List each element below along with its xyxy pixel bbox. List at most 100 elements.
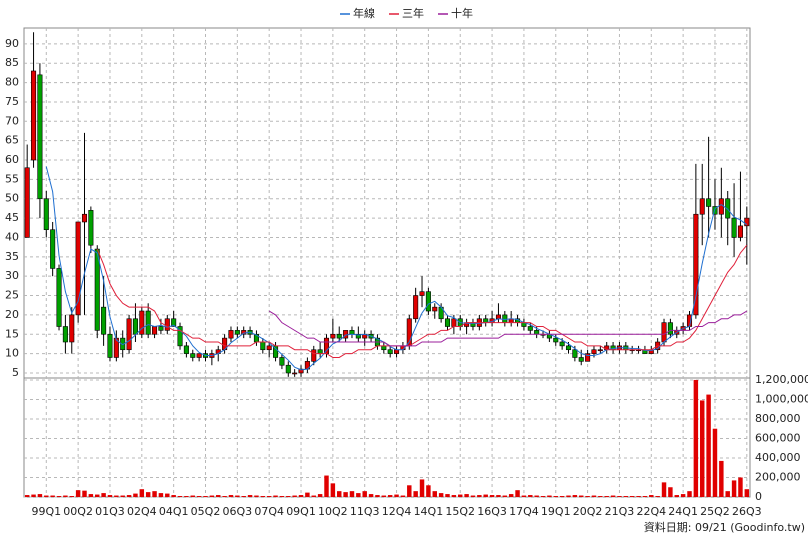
candle-body [565, 345, 572, 351]
volume-bar [451, 495, 457, 497]
x-tick-label: 09Q1 [286, 505, 316, 518]
volume-bar [738, 477, 743, 497]
volume-bar [69, 496, 74, 497]
y-tick-label: 85 [5, 56, 19, 69]
volume-bar [419, 479, 425, 497]
volume-bar [394, 494, 399, 497]
y2-tick-label: 1,200,000 [755, 373, 808, 386]
y-tick-label: 60 [5, 153, 19, 166]
volume-bar [623, 496, 629, 497]
candle-body [298, 368, 304, 374]
candle-body [667, 322, 673, 335]
volume-bar [687, 491, 692, 497]
candle-body [381, 345, 387, 351]
volume-bar [196, 496, 202, 497]
volume-bar [719, 460, 724, 497]
candle-body [50, 229, 56, 269]
ma-line [96, 244, 748, 358]
y2-tick-label: 200,000 [755, 470, 801, 483]
volume-bar [700, 400, 705, 497]
x-tick-label: 22Q4 [636, 505, 666, 518]
volume-bar [190, 495, 195, 497]
candle-body [279, 357, 285, 366]
volume-bar [617, 496, 622, 497]
candle-body [69, 314, 75, 343]
volume-bar [126, 495, 132, 497]
y2-tick-label: 1,000,000 [755, 392, 808, 405]
volume-bar [317, 494, 323, 497]
x-tick-label: 06Q3 [223, 505, 253, 518]
candle-body [190, 353, 196, 358]
volume-bar [400, 495, 406, 497]
volume-bar [464, 494, 469, 497]
y-tick-label: 35 [5, 250, 19, 263]
volume-bar [44, 495, 49, 497]
y-tick-label: 90 [5, 37, 19, 50]
candle-body [725, 198, 731, 219]
candle-body [75, 221, 81, 316]
volume-bar [133, 493, 138, 497]
volume-bar [706, 394, 711, 497]
volume-bar [292, 495, 297, 497]
candle-body [387, 349, 393, 354]
x-tick-label: 17Q4 [509, 505, 539, 518]
candle-body [706, 198, 712, 207]
x-tick-label: 25Q2 [700, 505, 730, 518]
candle-body [31, 70, 37, 161]
volume-bar [483, 494, 488, 497]
volume-bar [579, 495, 584, 497]
candle-body [413, 295, 419, 320]
candle-body [285, 364, 291, 374]
candle-body [292, 372, 298, 375]
volume-bar [203, 496, 208, 497]
volume-bar [445, 494, 450, 497]
candle-body [139, 310, 145, 335]
volume-bar [515, 490, 520, 497]
candle-body [132, 318, 138, 335]
y-tick-label: 75 [5, 95, 19, 108]
x-tick-label: 15Q2 [445, 505, 475, 518]
candle-body [502, 314, 508, 323]
volume-bar [37, 494, 43, 497]
volume-bar [712, 428, 718, 497]
candle-body [425, 291, 431, 312]
volume-bar [642, 496, 648, 497]
volume-bar [254, 495, 259, 497]
volume-bar [107, 495, 113, 497]
candle-body [24, 167, 30, 238]
candle-body [444, 318, 451, 327]
candle-body [718, 198, 724, 215]
candle-body [527, 326, 533, 331]
candle-body [152, 326, 158, 335]
ma-line [268, 310, 748, 347]
volume-bar [680, 494, 686, 497]
candle-body [585, 353, 591, 362]
candle-body [534, 330, 540, 335]
candle-body [591, 349, 597, 354]
volume-bar [152, 491, 157, 497]
volume-bar [324, 475, 329, 497]
x-tick-label: 12Q4 [382, 505, 412, 518]
candle-body [56, 268, 62, 327]
volume-bar [458, 494, 463, 497]
volume-bar [426, 485, 431, 497]
volume-bar [744, 489, 750, 497]
ma-line [45, 166, 748, 371]
volume-bar [349, 491, 355, 497]
y-tick-label: 50 [5, 192, 19, 205]
volume-bar [387, 495, 393, 497]
candle-body [578, 357, 584, 362]
y-tick-label: 5 [12, 366, 19, 379]
volume-bar [63, 495, 68, 497]
volume-bar [343, 492, 348, 497]
candle-body [260, 341, 266, 351]
volume-bar [547, 495, 552, 497]
candle-body [311, 349, 317, 362]
volume-bar [375, 495, 380, 497]
candle-body [330, 333, 336, 339]
candle-body [737, 225, 743, 238]
volume-bar [75, 490, 81, 497]
y-tick-label: 55 [5, 172, 19, 185]
x-tick-label: 02Q4 [127, 505, 157, 518]
volume-bar [725, 491, 730, 497]
